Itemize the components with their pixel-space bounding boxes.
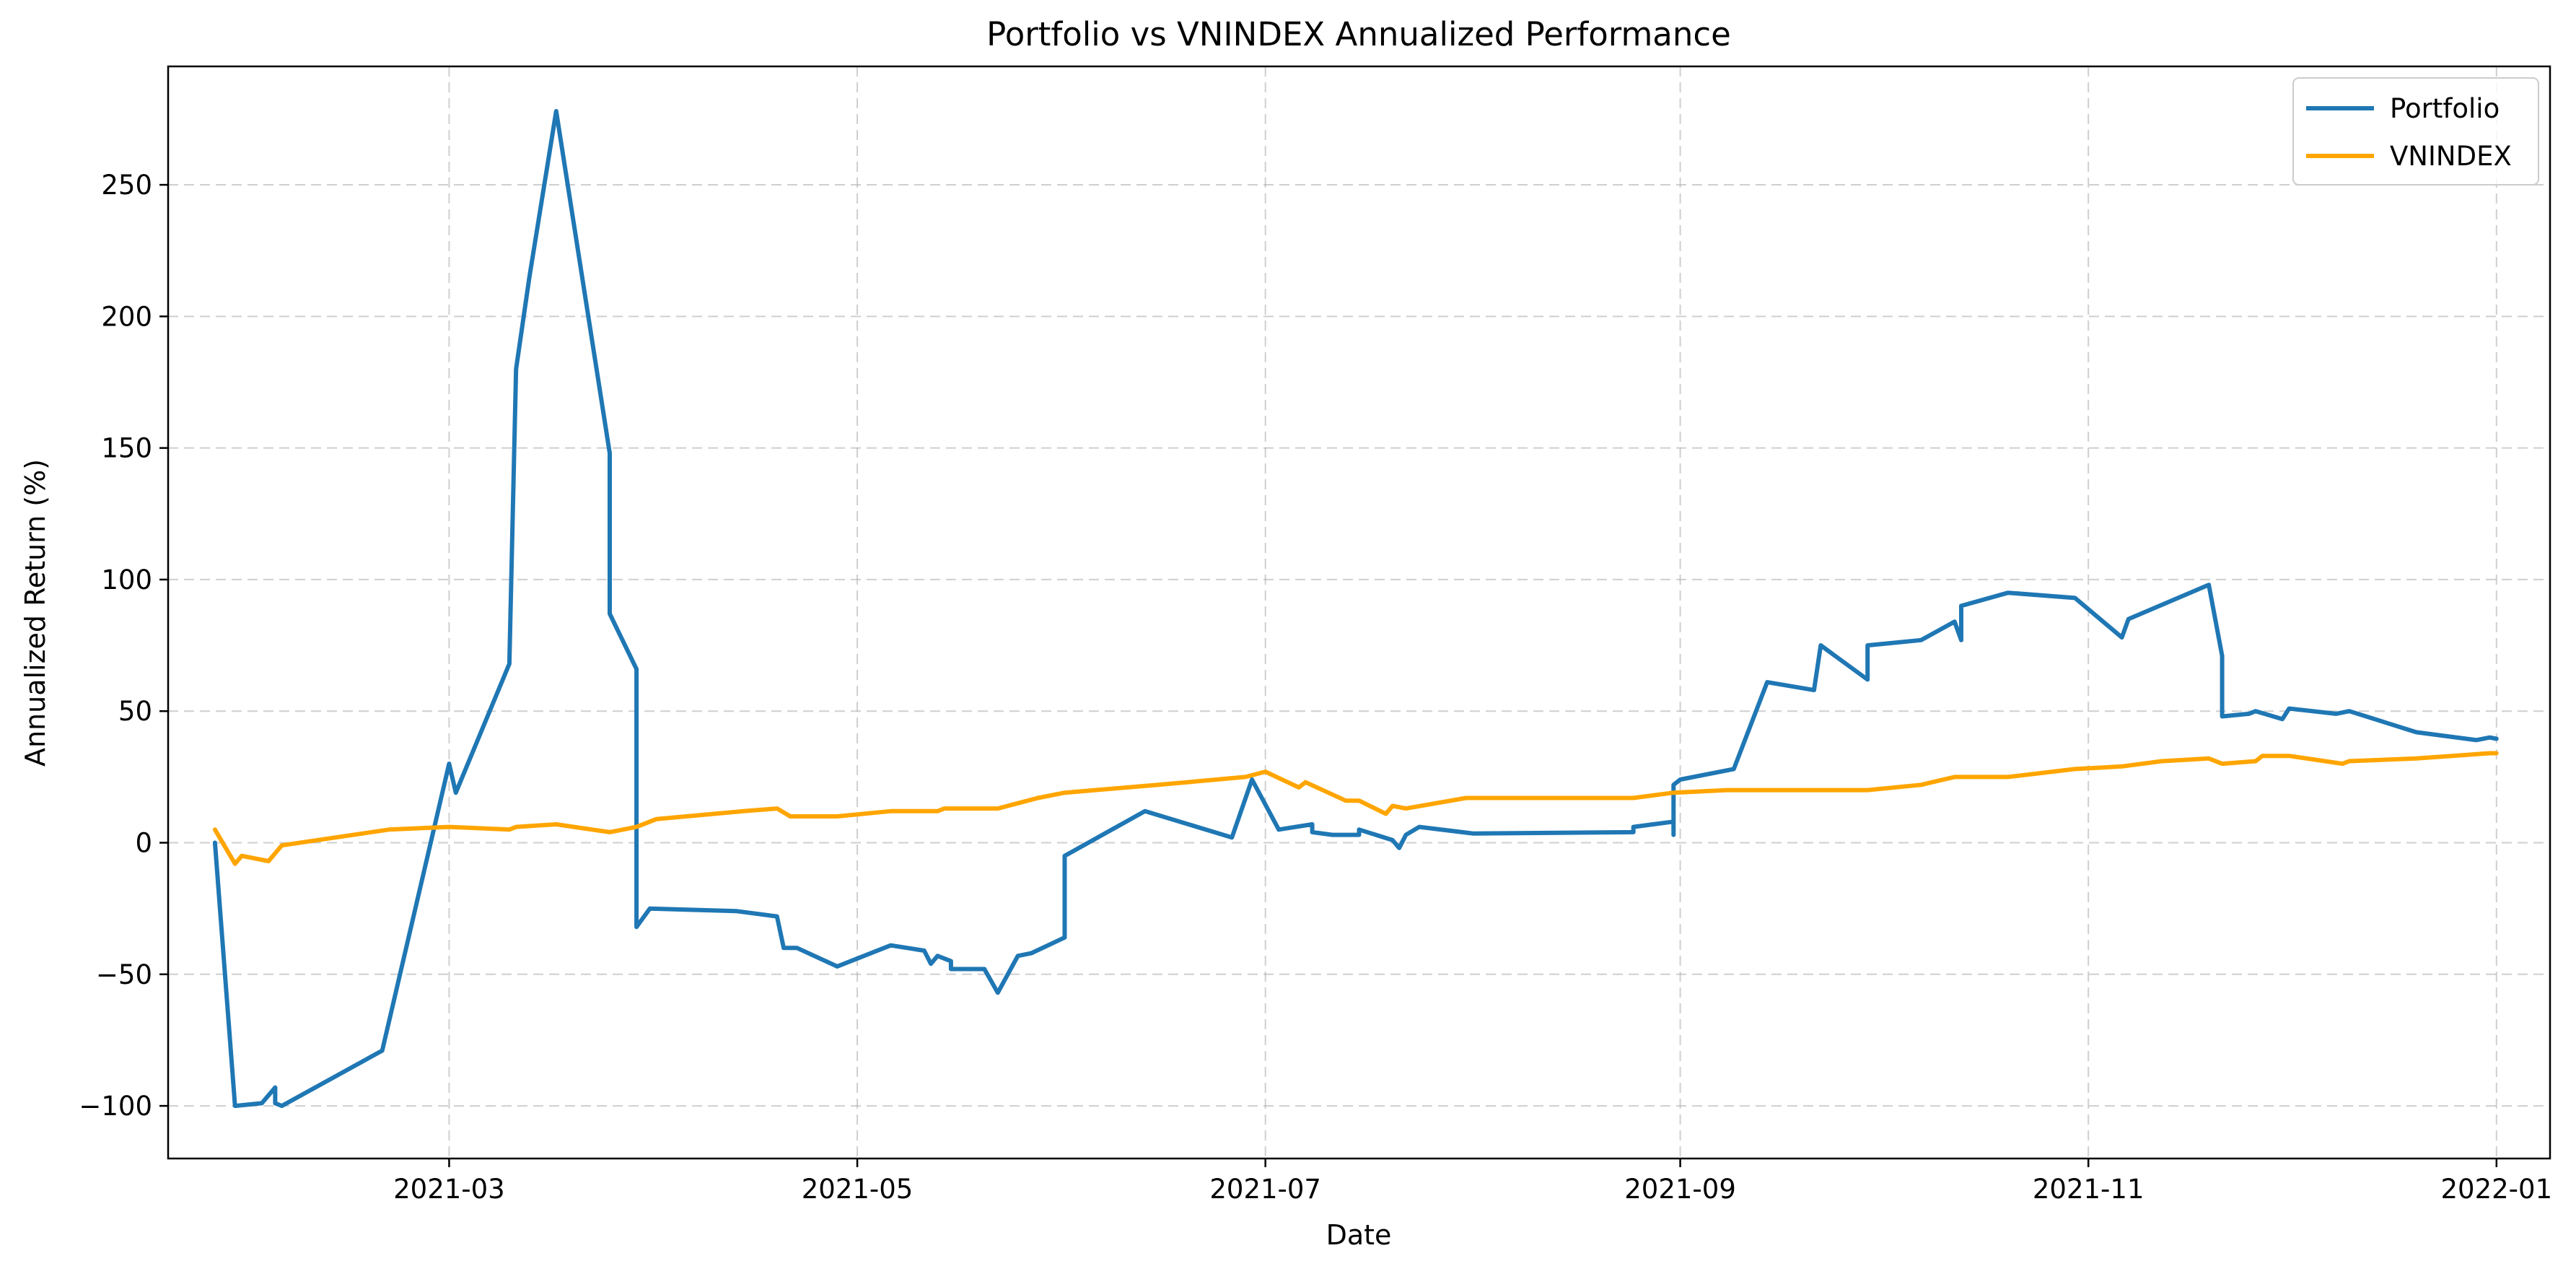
x-tick-label: 2021-09 [1624,1174,1736,1205]
x-tick-label: 2021-11 [2033,1174,2145,1205]
y-tick-label: 100 [101,564,152,595]
chart-title: Portfolio vs VNINDEX Annualized Performa… [986,15,1731,53]
y-tick-label: 250 [101,170,152,201]
y-tick-label: 200 [101,301,152,332]
y-tick-label: −100 [79,1091,152,1122]
legend-label-portfolio: Portfolio [2390,93,2500,124]
y-tick-label: 50 [118,696,152,727]
x-tick-label: 2022-01 [2441,1174,2553,1205]
y-tick-label: −50 [96,959,152,990]
y-axis-ticks: −100 −50 0 50 100 150 200 250 [79,170,168,1122]
x-tick-label: 2021-05 [802,1174,914,1205]
grid [168,66,2550,1159]
x-axis-ticks: 2021-03 2021-05 2021-07 2021-09 2021-11 2022-… [393,1159,2552,1205]
x-tick-label: 2021-03 [393,1174,505,1205]
series-line-vnindex [212,751,2499,866]
y-axis-label: Annualized Return (%) [19,459,51,767]
plot-frame [167,65,2551,1160]
y-tick-label: 150 [101,433,152,464]
y-tick-label: 0 [135,828,152,859]
legend-label-vnindex: VNINDEX [2390,141,2512,172]
x-axis-label: Date [1326,1219,1392,1251]
legend: Portfolio VNINDEX [2292,77,2539,186]
x-tick-label: 2021-07 [1209,1174,1321,1205]
series-lines [212,109,2499,1109]
series-line-portfolio [212,109,2499,1109]
